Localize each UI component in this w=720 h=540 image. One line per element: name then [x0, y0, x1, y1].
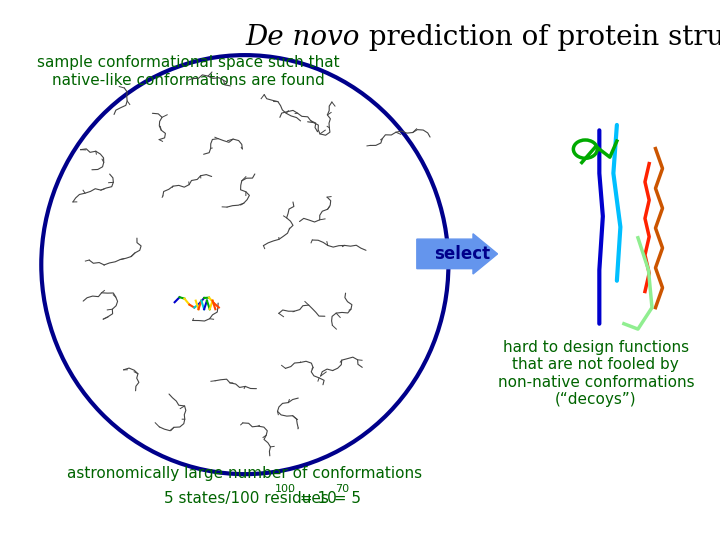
- Text: De novo: De novo: [246, 24, 360, 51]
- Text: 5 states/100 residues = 5: 5 states/100 residues = 5: [164, 491, 361, 507]
- Text: prediction of protein structure: prediction of protein structure: [360, 24, 720, 51]
- Text: select: select: [434, 245, 490, 263]
- Text: 100: 100: [274, 484, 295, 494]
- Ellipse shape: [41, 55, 449, 474]
- Text: sample conformational space such that
native-like conformations are found: sample conformational space such that na…: [37, 55, 340, 87]
- FancyArrow shape: [417, 234, 498, 274]
- Text: 70: 70: [335, 484, 348, 494]
- Text: astronomically large number of conformations: astronomically large number of conformat…: [67, 466, 423, 481]
- Text: = 10: = 10: [295, 491, 337, 507]
- Text: hard to design functions
that are not fooled by
non-native conformations
(“decoy: hard to design functions that are not fo…: [498, 340, 694, 407]
